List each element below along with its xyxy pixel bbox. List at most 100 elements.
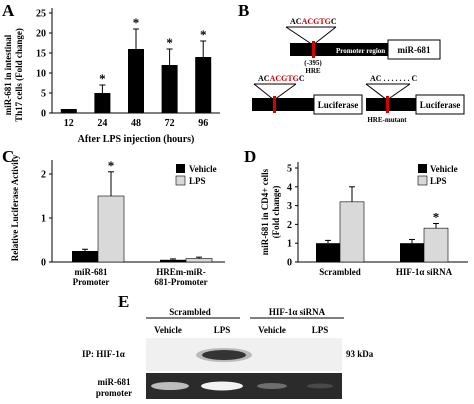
panel-d-chart: 0 1 2 3 4 5 * [287, 162, 468, 269]
panel-a-ytick-0: 0 [41, 109, 46, 120]
col-vehicle-1: Vehicle [154, 325, 182, 335]
left-promoter-bar [252, 98, 314, 111]
panel-a-bars: 12 * 24 * 48 * 72 * 96 [60, 15, 212, 129]
panel-d-ylabel-line2: (Fold change) [271, 186, 281, 239]
legend-d-lps-swatch [417, 175, 428, 186]
xtick-12: 12 [64, 118, 74, 129]
col-lps-2: LPS [312, 325, 329, 335]
right-mutant-marker [386, 96, 389, 113]
bar-96h [195, 57, 212, 113]
left-hre-marker [273, 96, 276, 113]
bar-vehicle-0 [72, 251, 98, 262]
panel-letter-e: E [118, 292, 129, 311]
gel-band-vehicle-2 [257, 383, 287, 389]
row-ip-label: IP: HIF-1α [82, 349, 125, 359]
promoter-construct: ACACGTGC Promoter region miR-681 (-395) … [285, 17, 441, 75]
star-72h: * [166, 35, 173, 50]
star-96h: * [200, 27, 207, 42]
panel-letter-d: D [244, 147, 256, 166]
right-sequence: AC . . . . . . . C [370, 74, 418, 83]
wildtype-luciferase-construct: ACACGTGC Luciferase [252, 74, 363, 115]
bar-lps-1 [185, 258, 213, 263]
star-lps-0: * [108, 158, 115, 173]
panel-a-ytick-25: 25 [36, 9, 46, 20]
panel-d-legend: Vehicle LPS [417, 164, 458, 186]
panel-c-group2-line2: 681-Promoter [154, 277, 207, 287]
panel-d-ytick-4: 4 [287, 182, 292, 193]
panel-c-chart: 0 1 2 * [41, 158, 225, 269]
bar-vehicle-0 [316, 243, 340, 262]
panel-d-y-ticks: 0 1 2 3 4 5 [287, 164, 298, 269]
right-promoter-bar [366, 98, 416, 111]
panel-d-ytick-1: 1 [287, 239, 292, 250]
panel-c-ytick-0: 0 [41, 258, 46, 269]
left-sequence: ACACGTGC [258, 74, 305, 83]
panel-d-group2: HIF-1α siRNA [396, 267, 453, 277]
bar-24h [94, 93, 111, 113]
site-position: (-395) [304, 59, 322, 67]
panel-c-bars: * [72, 158, 213, 263]
panel-c-group1-line2: Promoter [73, 277, 110, 287]
panel-d-ytick-5: 5 [287, 164, 292, 175]
bar-48h [128, 49, 144, 113]
panel-a-ytick-10: 10 [36, 69, 46, 80]
bar-vehicle-1 [400, 243, 424, 262]
bar-lps-0 [339, 201, 365, 263]
header-sirna: HIF-1α siRNA [269, 307, 326, 317]
mutant-luciferase-construct: AC . . . . . . . C Luciferase HRE-mutant [365, 74, 465, 124]
hre-mutant-label: HRE-mutant [367, 116, 407, 124]
xtick-24: 24 [97, 118, 107, 129]
bar-vehicle-1 [160, 259, 186, 262]
bar-lps-1 [423, 227, 449, 263]
panel-c-ylabel: Relative Luciferase Activity [10, 154, 20, 261]
panel-c-group1-line1: miR-681 [75, 267, 108, 277]
legend-c-lps: LPS [189, 176, 206, 186]
panel-a-ytick-5: 5 [41, 89, 46, 100]
panel-a-ylabel-line1: miR-681 in intestinal [3, 34, 13, 115]
panel-letter-a: A [2, 1, 15, 20]
top-sequence: ACACGTGC [290, 17, 337, 26]
legend-d-vehicle: Vehicle [430, 164, 458, 174]
xtick-48: 48 [131, 118, 141, 129]
star-24h: * [99, 71, 106, 86]
bar-lps-0 [97, 195, 125, 263]
luciferase-box-left [313, 94, 363, 115]
panel-d-ylabel-line1: miR-681 in CD4+ cells [260, 168, 270, 255]
panel-a-ylabel-line2: Th17 cells (Fold change) [14, 28, 24, 122]
panel-d-ytick-2: 2 [287, 220, 292, 231]
panel-d-ytick-0: 0 [287, 258, 292, 269]
hre-label: HRE [305, 67, 321, 75]
bar-12h [60, 109, 77, 113]
col-vehicle-2: Vehicle [258, 325, 286, 335]
row-promoter-line1: miR-681 [98, 377, 131, 387]
mirna-box-label: miR-681 [398, 45, 431, 55]
gel-band-vehicle-1 [151, 382, 189, 390]
panel-c-legend: Vehicle LPS [175, 164, 217, 186]
row-promoter-line2: promoter [96, 388, 132, 398]
xtick-72: 72 [165, 118, 175, 129]
luciferase-box-right [415, 94, 465, 115]
star-48h: * [133, 15, 140, 30]
panel-a-xlabel: After LPS injection (hours) [78, 134, 195, 145]
panel-a-chart: 0 5 10 15 20 25 12 * 24 * 48 * 72 * 96 [36, 8, 220, 129]
legend-d-vehicle-swatch [418, 164, 427, 173]
luciferase-label-left: Luciferase [318, 100, 359, 110]
col-lps-1: LPS [214, 325, 231, 335]
kda-marker: 93 kDa [346, 349, 374, 359]
panel-a-ytick-15: 15 [36, 49, 46, 60]
gel-band-lps-1 [201, 381, 243, 391]
panel-c-y-ticks: 0 1 2 [41, 170, 52, 269]
hre-site-marker [312, 41, 315, 58]
mirna-box [387, 39, 441, 60]
header-scrambled: Scrambled [169, 307, 211, 317]
panel-c-ytick-2: 2 [41, 170, 46, 181]
xtick-96: 96 [198, 118, 208, 129]
legend-d-lps: LPS [430, 176, 447, 186]
legend-c-vehicle: Vehicle [189, 164, 217, 174]
promoter-region-label: Promoter region [336, 47, 385, 55]
panel-d-ytick-3: 3 [287, 201, 292, 212]
luciferase-label-right: Luciferase [420, 100, 461, 110]
panel-c-group2-line1: HREm-miR- [156, 267, 206, 277]
